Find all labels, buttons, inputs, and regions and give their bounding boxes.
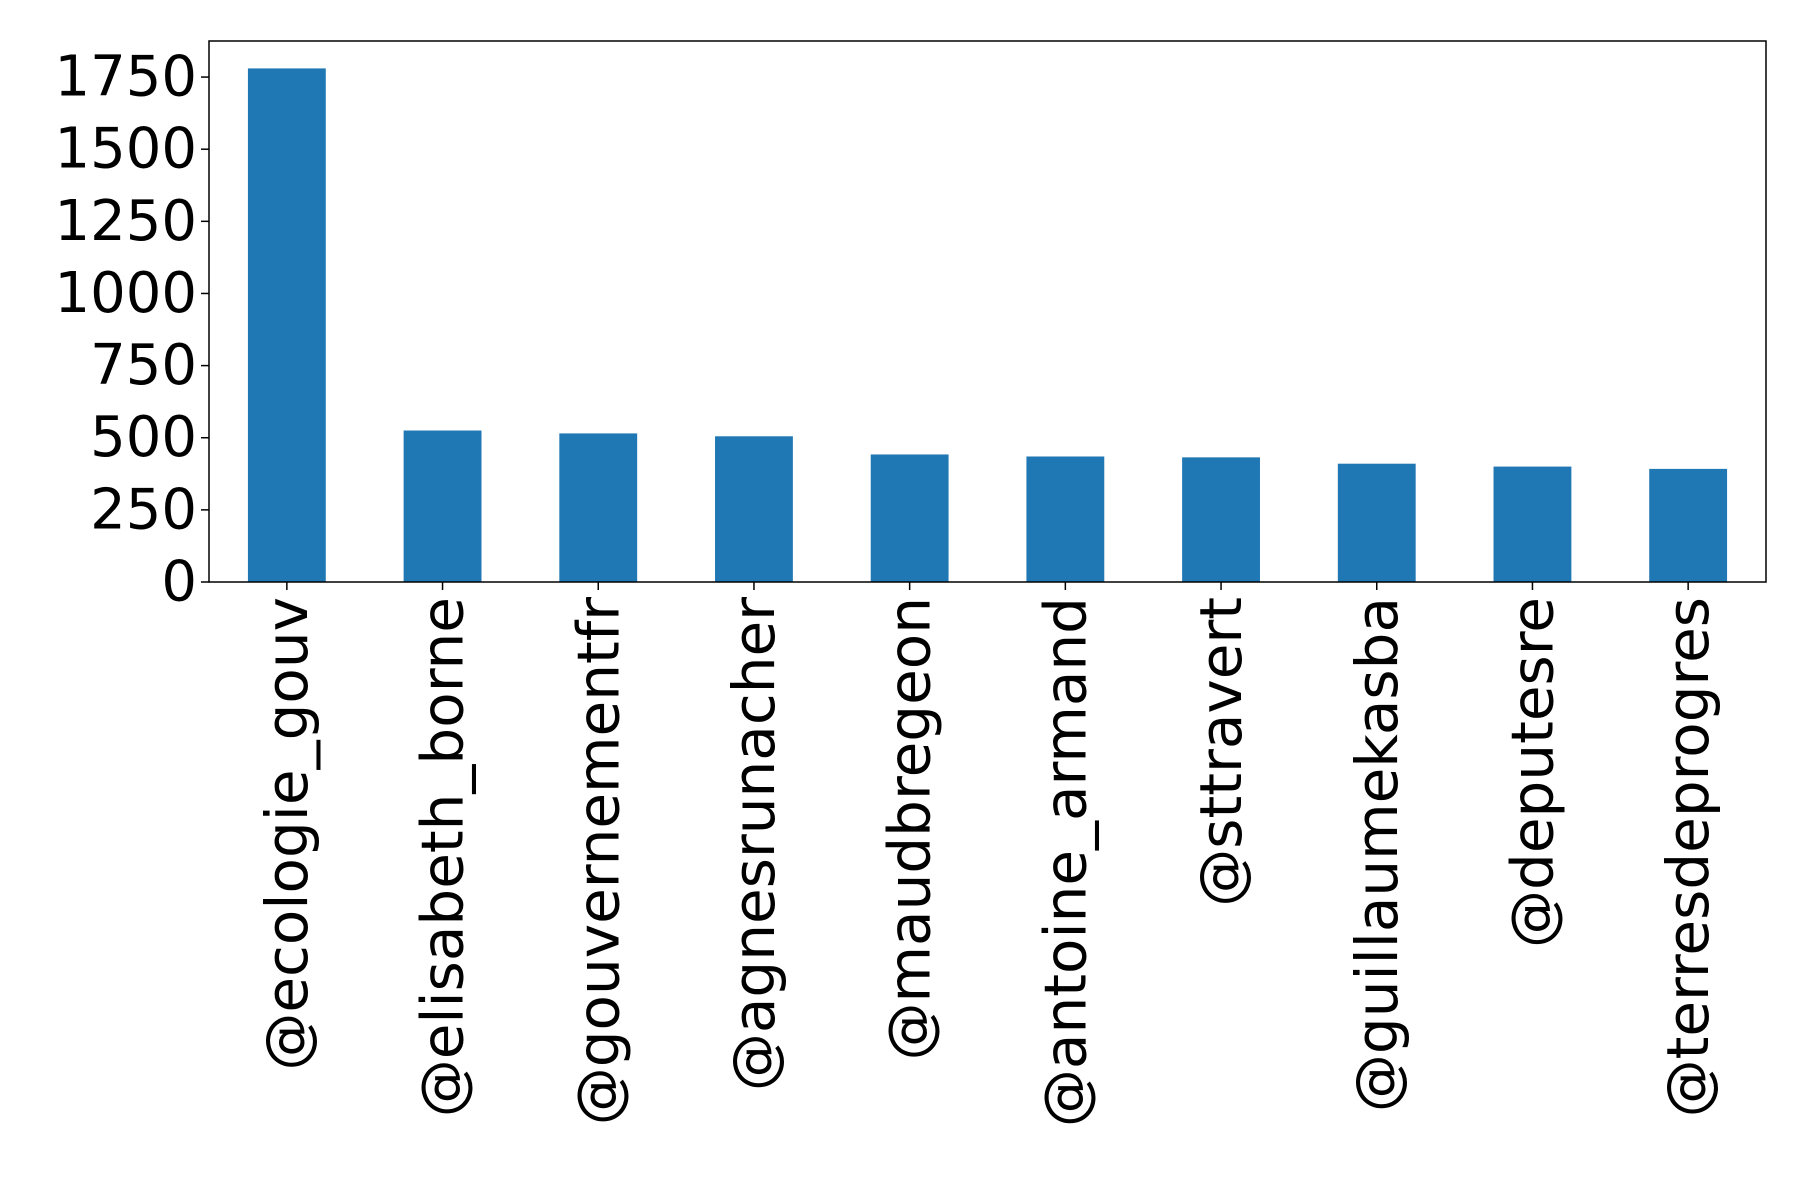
x-tick-label: @terresdeprogres: [1654, 597, 1722, 1117]
bars-layer: [247, 68, 1728, 583]
x-tick-label: @maudbregeon: [876, 597, 944, 1060]
bar-maudbregeon: [870, 454, 949, 582]
y-tick-label: 1750: [54, 45, 197, 110]
x-tick-label: @elisabeth_borne: [409, 597, 477, 1117]
bar-agnesrunacher: [715, 436, 793, 582]
x-tick-label: @antoine_armand: [1031, 597, 1099, 1127]
x-tick-label: @gouvernementfr: [564, 597, 632, 1125]
y-axis: 0 250 500 750 1000 1250 1500 1750: [54, 45, 209, 615]
y-tick-label: 750: [90, 333, 197, 398]
bar-terresdeprogres: [1649, 468, 1728, 582]
y-tick-label: 250: [90, 477, 197, 542]
bar-antoine-armand: [1026, 456, 1105, 582]
bar-elisabeth-borne: [403, 430, 482, 582]
y-tick-label: 1000: [54, 261, 197, 326]
y-tick-label: 1500: [54, 117, 197, 182]
x-tick-label: @sttravert: [1187, 597, 1255, 907]
x-axis: @ecologie_gouv @elisabeth_borne @gouvernem…: [253, 582, 1722, 1127]
bar-deputesre: [1493, 466, 1572, 582]
plot-frame: [208, 40, 1767, 583]
x-tick-label: @agnesrunacher: [720, 597, 788, 1091]
x-tick-label: @guillaumekasba: [1343, 597, 1411, 1112]
x-tick-label: @ecologie_gouv: [253, 597, 321, 1071]
y-tick-label: 1250: [54, 189, 197, 254]
bar-guillaumekasba: [1337, 463, 1416, 582]
y-tick-label: 500: [90, 405, 197, 470]
x-tick-label: @deputesre: [1498, 597, 1566, 948]
bar-ecologie-gouv: [247, 68, 326, 583]
bar-sttravert: [1182, 457, 1260, 582]
bar-gouvernementfr: [559, 433, 638, 582]
y-tick-label: 0: [161, 550, 197, 615]
